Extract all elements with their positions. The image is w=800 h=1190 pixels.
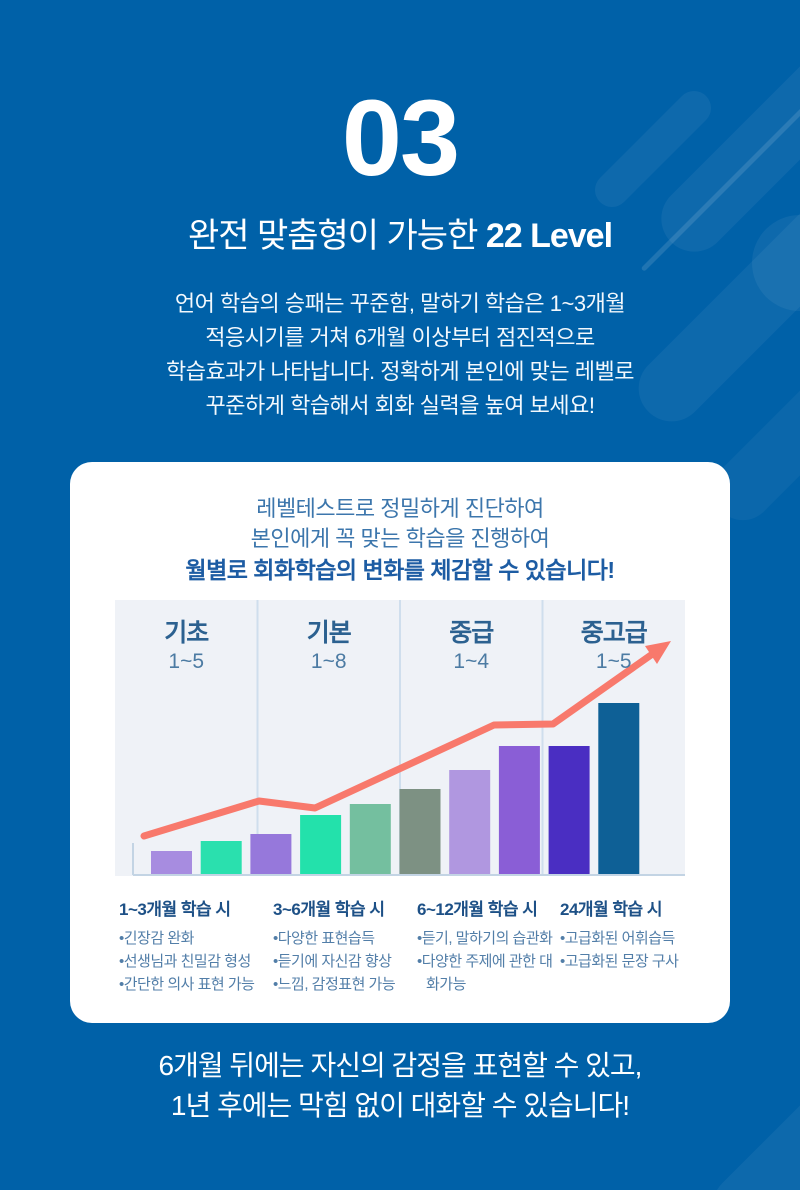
benefit-columns: 1~3개월 학습 시 •긴장감 완화 •선생님과 친밀감 형성 •간단한 의사 표현 … — [70, 895, 730, 1015]
growth-trend-line — [140, 651, 655, 840]
section-title: 완전 맞춤형이 가능한 22 Level — [0, 208, 800, 257]
intro-line: 학습효과가 나타납니다. 정확하게 본인에 맞는 레벨로 — [166, 359, 634, 384]
group-range: 1~5 — [595, 650, 632, 673]
benefit-bullet: •다양한 표현습득 — [273, 930, 375, 947]
intro-line: 꾸준하게 학습해서 회화 실력을 높여 보세요! — [205, 393, 596, 418]
group-title: 중고급 — [580, 619, 648, 647]
benefit-bullet: •간단한 의사 표현 가능 — [119, 976, 255, 993]
benefit-column-title: 3~6개월 학습 시 — [273, 900, 385, 919]
chart-group-label: 중급 1~4 — [449, 613, 494, 674]
group-range: 1~5 — [168, 650, 205, 673]
footer-line: 1년 후에는 막힘 없이 대화할 수 있습니다! — [170, 1090, 630, 1121]
card-header-line: 레벨테스트로 정밀하게 진단하여 — [256, 496, 544, 521]
group-title: 기초 — [164, 619, 209, 647]
benefit-column: 1~3개월 학습 시 •긴장감 완화 •선생님과 친밀감 형성 •간단한 의사 표현 … — [119, 895, 269, 996]
group-title: 기본 — [306, 619, 352, 647]
benefit-column: 3~6개월 학습 시 •다양한 표현습득 •듣기에 자신감 향상 •느낌, 감정표현 … — [273, 895, 418, 996]
benefit-bullet: •느낌, 감정표현 가능 — [273, 976, 396, 993]
benefit-bullet: •다양한 주제에 관한 대화가능 — [417, 953, 553, 993]
benefit-column: 24개월 학습 시 •고급화된 어휘습득 •고급화된 문장 구사 — [560, 895, 700, 973]
benefit-bullet: •고급화된 어휘습득 — [560, 930, 675, 947]
section-title-regular: 완전 맞춤형이 가능한 — [187, 217, 486, 255]
level-bar — [498, 746, 540, 875]
group-range: 1~8 — [310, 650, 347, 673]
card-header-bold-line: 월별로 회화학습의 변화를 체감할 수 있습니다! — [185, 557, 615, 583]
benefit-column: 6~12개월 학습 시 •듣기, 말하기의 습관화 •다양한 주제에 관한 대화가능 — [417, 895, 563, 996]
benefit-bullet: •듣기에 자신감 향상 — [273, 953, 392, 970]
benefit-bullet: •긴장감 완화 — [119, 930, 194, 947]
intro-line: 적응시기를 거쳐 6개월 이상부터 점진적으로 — [205, 325, 595, 350]
chart-group-label: 기본 1~8 — [306, 613, 352, 674]
benefit-bullet: •선생님과 친밀감 형성 — [119, 953, 251, 970]
benefit-bullet: •고급화된 문장 구사 — [560, 953, 679, 970]
level-bar — [151, 851, 192, 875]
footer-line: 6개월 뒤에는 자신의 감정을 표현할 수 있고, — [158, 1050, 643, 1081]
benefit-column-title: 24개월 학습 시 — [560, 900, 663, 919]
level-bar — [200, 841, 242, 875]
intro-line: 언어 학습의 승패는 꾸준함, 말하기 학습은 1~3개월 — [174, 291, 626, 316]
group-title: 중급 — [449, 619, 494, 647]
level-bar — [548, 746, 590, 875]
footer-message: 6개월 뒤에는 자신의 감정을 표현할 수 있고, 1년 후에는 막힘 없이 대화… — [0, 1046, 800, 1126]
benefit-column-title: 6~12개월 학습 시 — [417, 900, 538, 919]
section-number: 03 — [341, 77, 460, 198]
group-range: 1~4 — [453, 650, 490, 673]
chart-group-label: 기초 1~5 — [164, 613, 209, 674]
level-growth-chart: 기초 1~5 기본 1~8 중급 1~4 중고급 1~5 — [115, 600, 685, 876]
level-bar — [399, 789, 441, 875]
level-bar — [598, 703, 640, 875]
level-bar — [300, 815, 342, 875]
trend-arrowhead — [645, 641, 671, 664]
level-bar — [349, 804, 391, 875]
level-bar — [449, 770, 491, 875]
benefit-column-title: 1~3개월 학습 시 — [119, 900, 231, 919]
section-title-bold: 22 Level — [485, 217, 613, 255]
card-header-line: 본인에게 꼭 맞는 학습을 진행하여 — [250, 526, 550, 551]
chart-canvas — [132, 600, 685, 876]
level-bar — [250, 834, 292, 875]
benefit-bullet: •듣기, 말하기의 습관화 — [417, 930, 553, 947]
chart-group-labels: 기초 1~5 기본 1~8 중급 1~4 중고급 1~5 — [115, 600, 685, 876]
chart-group-label: 중고급 1~5 — [580, 613, 648, 674]
